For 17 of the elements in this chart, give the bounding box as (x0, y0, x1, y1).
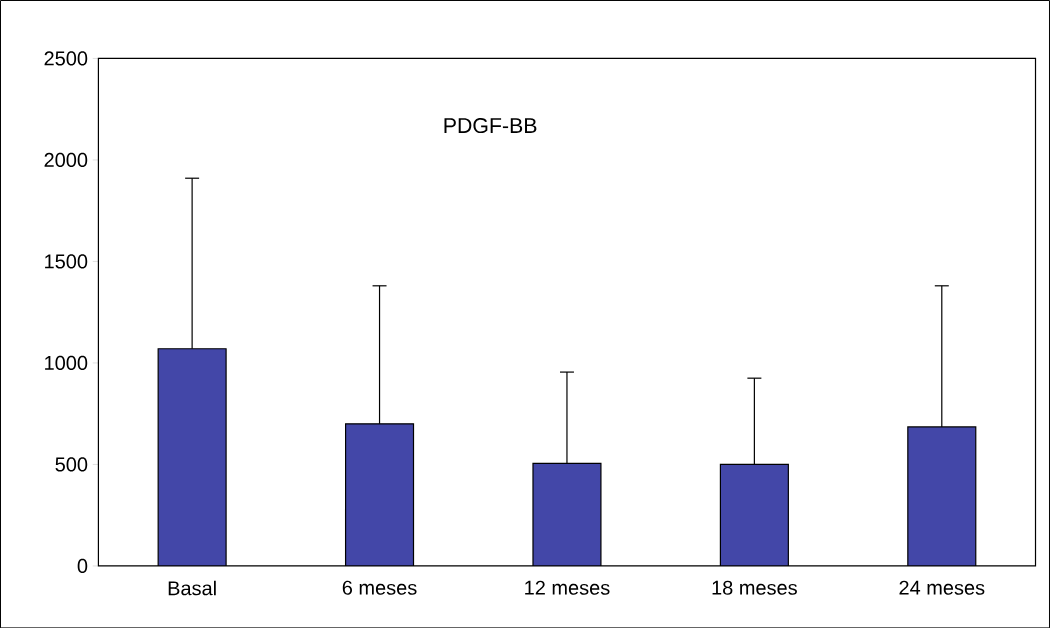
x-tick-label: 18 meses (712, 580, 797, 595)
bar (157, 347, 227, 566)
y-tick-label: 0 (77, 558, 88, 573)
x-tick-label: 6 meses (342, 580, 417, 595)
y-tick-label: 1000 (45, 355, 88, 370)
y-tick-label: 500 (55, 457, 88, 472)
bar (344, 423, 415, 566)
bar (532, 462, 602, 566)
x-tick-label: Basal (168, 580, 216, 596)
bar (719, 463, 789, 566)
y-tick-label: 1500 (45, 254, 88, 269)
y-tick-label: 2000 (44, 152, 88, 167)
y-tick-label: 2500 (44, 51, 88, 66)
text: PDGF-BB (444, 117, 537, 133)
x-tick-label: 24 meses (899, 580, 985, 595)
bar (907, 426, 977, 566)
x-tick-label: 12 meses (525, 580, 610, 595)
